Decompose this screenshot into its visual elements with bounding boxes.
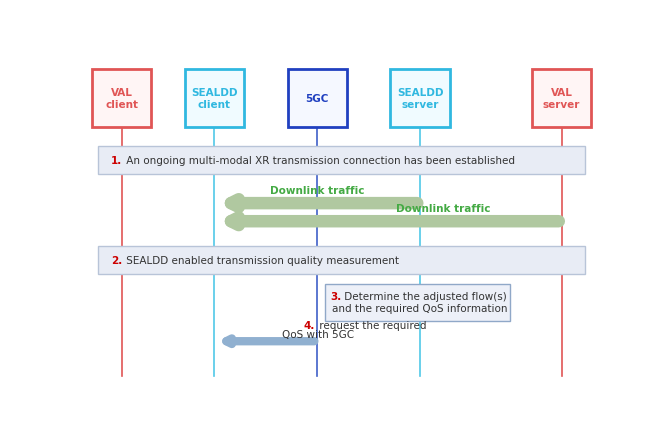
Text: SEALDD enabled transmission quality measurement: SEALDD enabled transmission quality meas…	[123, 255, 399, 265]
Text: SEALDD
server: SEALDD server	[397, 88, 444, 109]
Text: 5GC: 5GC	[305, 94, 329, 104]
Text: An ongoing multi-modal XR transmission connection has been established: An ongoing multi-modal XR transmission c…	[123, 155, 515, 165]
Text: Downlink traffic: Downlink traffic	[270, 185, 365, 196]
FancyBboxPatch shape	[390, 70, 450, 127]
Text: 3.: 3.	[330, 291, 341, 301]
Text: QoS with 5GC: QoS with 5GC	[282, 329, 354, 339]
Text: 4.: 4.	[303, 321, 315, 331]
FancyBboxPatch shape	[98, 146, 585, 174]
FancyBboxPatch shape	[92, 70, 151, 127]
Text: VAL
client: VAL client	[105, 88, 138, 109]
FancyBboxPatch shape	[288, 70, 347, 127]
Text: request the required: request the required	[315, 321, 426, 331]
Text: and the required QoS information: and the required QoS information	[331, 303, 507, 313]
FancyBboxPatch shape	[98, 246, 585, 274]
FancyBboxPatch shape	[532, 70, 591, 127]
Text: 2.: 2.	[112, 255, 123, 265]
Text: Determine the adjusted flow(s): Determine the adjusted flow(s)	[341, 291, 507, 301]
Text: Downlink traffic: Downlink traffic	[396, 204, 491, 213]
FancyBboxPatch shape	[325, 284, 510, 322]
FancyBboxPatch shape	[185, 70, 244, 127]
Text: 1.: 1.	[112, 155, 123, 165]
Text: VAL
server: VAL server	[543, 88, 580, 109]
Text: SEALDD
client: SEALDD client	[191, 88, 238, 109]
